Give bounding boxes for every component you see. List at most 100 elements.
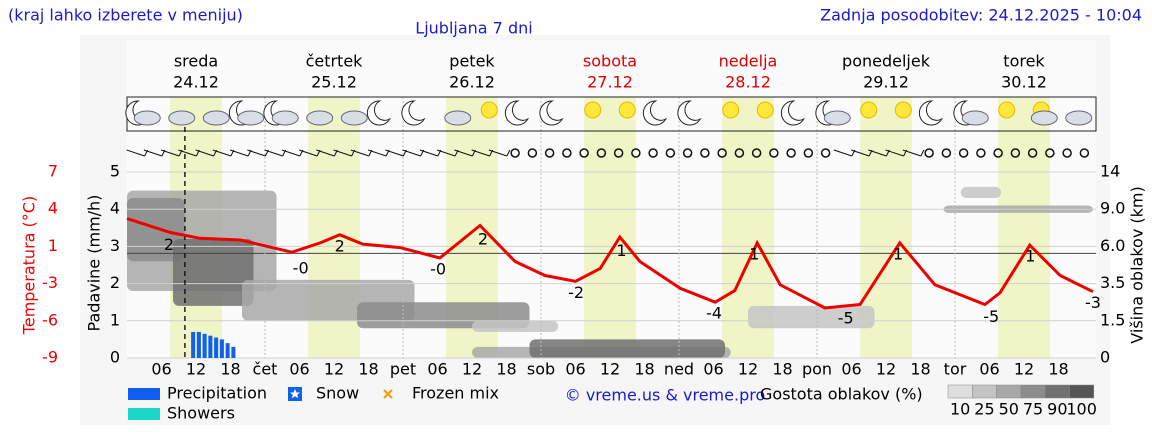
wind-calm xyxy=(631,148,641,158)
temperature-line xyxy=(126,217,1094,310)
x-tick-label: 12 xyxy=(324,360,344,379)
legend-label: Showers xyxy=(167,404,235,423)
sun-icon xyxy=(998,101,1016,119)
wind-calm xyxy=(562,148,572,158)
temperature-label: -2 xyxy=(568,283,584,302)
cloud-scale-box xyxy=(1069,384,1095,399)
x-tick-label: 06 xyxy=(979,360,999,379)
x-tick-label: 18 xyxy=(358,360,378,379)
x-tick-label: ned xyxy=(664,360,694,379)
temperature-label: 1 xyxy=(1025,247,1035,266)
wind-calm xyxy=(700,148,710,158)
wind-calm xyxy=(786,148,796,158)
cloud-patch xyxy=(748,305,875,329)
cloud-scale-label: 100 xyxy=(1066,400,1097,419)
y3-tick-label: 3.5 xyxy=(1100,273,1125,292)
day-name: sobota xyxy=(583,52,637,71)
wind-calm xyxy=(579,148,589,158)
temperature-label: 1 xyxy=(616,241,626,260)
temperature-label: -3 xyxy=(1085,293,1101,312)
day-date: 24.12 xyxy=(173,73,219,92)
moon-icon xyxy=(401,100,426,126)
wind-calm xyxy=(941,148,952,158)
wind-calm xyxy=(717,148,727,158)
wind-calm xyxy=(803,148,814,158)
sun-icon xyxy=(894,101,912,119)
day-date: 29.12 xyxy=(863,73,909,92)
wind-barb xyxy=(488,149,511,157)
cloud-icon xyxy=(961,110,989,126)
cloud-scale-label: 50 xyxy=(999,400,1019,419)
temperature-label: -5 xyxy=(838,308,854,327)
temperature-label: -4 xyxy=(706,304,722,323)
wind-calm xyxy=(665,148,676,158)
x-tick-label: 06 xyxy=(841,360,861,379)
cloud-patch xyxy=(529,339,725,358)
y2-tick-label: -3 xyxy=(42,273,58,292)
y3-tick-label: 0 xyxy=(1100,348,1110,367)
cloud-icon xyxy=(1030,110,1058,126)
cloud-scale-label: 90 xyxy=(1047,400,1067,419)
day-date: 30.12 xyxy=(1001,73,1047,92)
wind-calm xyxy=(958,148,969,158)
wind-calm xyxy=(682,148,693,158)
precip-bar xyxy=(214,337,219,358)
cloud-scale-label: 10 xyxy=(950,400,970,419)
y2-tick-label: 4 xyxy=(48,199,58,218)
x-tick-label: 18 xyxy=(1048,360,1068,379)
precip-bar xyxy=(191,331,196,358)
y3-tick-label: 1.5 xyxy=(1100,310,1125,329)
wind-calm xyxy=(769,148,779,158)
cloud-patch xyxy=(173,238,254,306)
wind-calm xyxy=(976,148,986,158)
y2-tick-label: 1 xyxy=(48,236,58,255)
cloud-legend-title: Gostota oblakov (%) xyxy=(760,385,923,404)
precip-bar xyxy=(208,335,213,358)
x-tick-label: 12 xyxy=(876,360,896,379)
day-date: 27.12 xyxy=(587,73,633,92)
wind-calm xyxy=(510,148,520,158)
y3-tick-label: 9.0 xyxy=(1100,199,1125,218)
x-tick-label: 06 xyxy=(289,360,309,379)
temperature-label: 1 xyxy=(749,244,759,263)
cloud-scale-box xyxy=(947,384,973,399)
cloud-icon xyxy=(823,110,851,126)
moon-icon xyxy=(539,100,564,126)
daylight-band xyxy=(998,97,1050,358)
y3-tick-label: 6.0 xyxy=(1100,236,1125,255)
x-tick-label: 18 xyxy=(772,360,792,379)
y2-tick-label: 7 xyxy=(48,162,58,181)
x-tick-label: 06 xyxy=(151,360,171,379)
x-tick-label: 18 xyxy=(910,360,930,379)
day-name: torek xyxy=(1003,52,1045,71)
day-name: petek xyxy=(449,52,495,71)
cloud-scale-label: 75 xyxy=(1023,400,1043,419)
y-tick-label: 0 xyxy=(110,348,120,367)
x-tick-label: 12 xyxy=(462,360,482,379)
x-tick-label: 12 xyxy=(1014,360,1034,379)
note: (kraj lahko izberete v meniju) xyxy=(8,6,243,25)
x-tick-label: 18 xyxy=(634,360,654,379)
day-name: nedelja xyxy=(719,52,778,71)
cloud-icon xyxy=(444,110,472,126)
day-date: 25.12 xyxy=(311,73,357,92)
wind-calm xyxy=(648,148,658,158)
x-tick-label: sob xyxy=(527,360,555,379)
wind-calm xyxy=(544,148,555,158)
sun-icon xyxy=(756,101,774,119)
x-tick-label: 06 xyxy=(703,360,723,379)
cloud-icon xyxy=(202,110,230,126)
y-tick-label: 1 xyxy=(110,310,120,329)
legend-label: Precipitation xyxy=(167,384,267,403)
precip-bar xyxy=(196,331,201,358)
moon-icon xyxy=(366,100,392,126)
sun-icon xyxy=(860,101,878,119)
daylight-band xyxy=(584,97,636,358)
day-date: 26.12 xyxy=(449,73,495,92)
moon-icon xyxy=(504,100,530,126)
x-tick-label: 12 xyxy=(186,360,206,379)
legend-swatch xyxy=(128,388,160,400)
cloud-icon xyxy=(168,110,196,126)
y2-title: Temperatura (°C) xyxy=(20,196,39,335)
